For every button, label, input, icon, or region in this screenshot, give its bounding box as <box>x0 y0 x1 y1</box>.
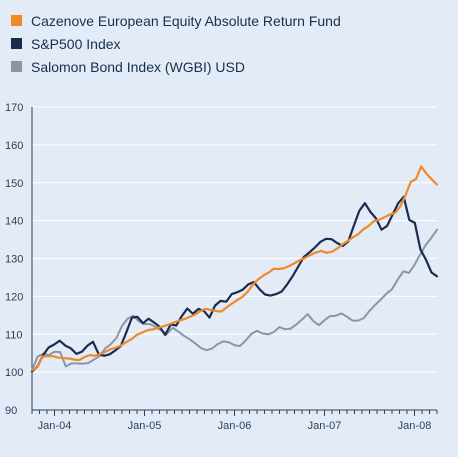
salomon-bond-line <box>31 228 438 371</box>
legend-item-sp500: S&P500 Index <box>11 32 341 55</box>
legend-swatch-orange <box>11 15 22 26</box>
legend-label: Salomon Bond Index (WGBI) USD <box>31 58 245 75</box>
y-tick-label: 110 <box>5 329 23 341</box>
y-tick-label: 170 <box>5 102 23 114</box>
series-lines <box>30 165 439 373</box>
legend-swatch-gray <box>11 61 22 72</box>
tick-labels: 90 100 110 120 130 140 150 160 170 Jan-04 Jan-05 Ja… <box>5 102 431 432</box>
y-tick-label: 140 <box>5 216 23 228</box>
x-tick-label: Jan-07 <box>308 420 342 432</box>
x-tick-label: Jan-08 <box>398 420 432 432</box>
y-tick-label: 160 <box>5 140 23 152</box>
x-tick-label: Jan-04 <box>38 420 72 432</box>
gridlines <box>32 106 437 411</box>
y-tick-label: 150 <box>5 178 23 190</box>
legend-item-cazenove-fund: Cazenove European Equity Absolute Return… <box>11 9 341 32</box>
legend-swatch-navy <box>11 38 22 49</box>
y-tick-label: 90 <box>5 405 17 417</box>
legend-label: S&P500 Index <box>31 35 121 52</box>
x-tick-label: Jan-05 <box>128 420 162 432</box>
x-tick-label: Jan-06 <box>218 420 252 432</box>
axes <box>31 107 438 416</box>
y-tick-label: 130 <box>5 254 23 266</box>
legend-item-salomon-bond: Salomon Bond Index (WGBI) USD <box>11 55 341 78</box>
legend-label: Cazenove European Equity Absolute Return… <box>31 12 341 29</box>
y-tick-label: 100 <box>5 367 23 379</box>
y-tick-label: 120 <box>5 291 23 303</box>
legend: Cazenove European Equity Absolute Return… <box>11 9 341 78</box>
cazenove-fund-line <box>30 165 439 372</box>
